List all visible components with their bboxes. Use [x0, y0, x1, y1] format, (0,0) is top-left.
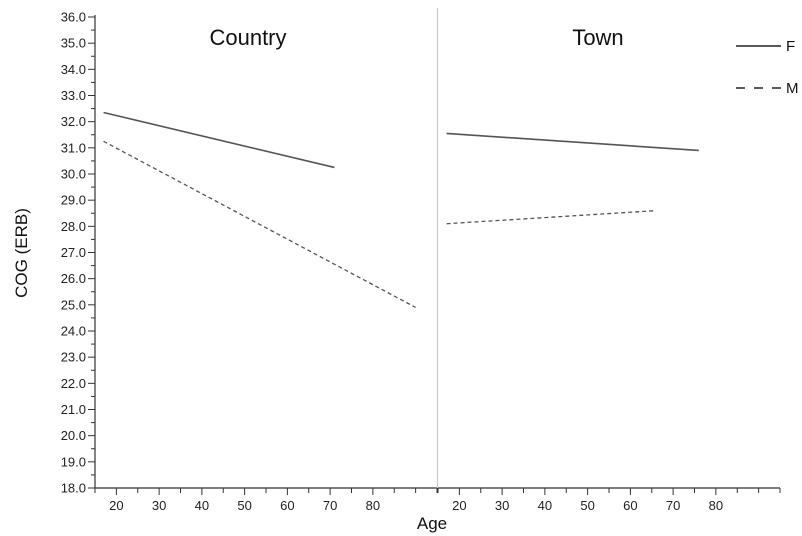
- legend: FM: [736, 38, 799, 97]
- legend-label-f: F: [786, 38, 795, 55]
- y-tick-label: 23.0: [61, 350, 86, 365]
- series-line-f: [103, 111, 335, 169]
- y-tick-label: 36.0: [61, 10, 86, 25]
- y-tick-label: 28.0: [61, 219, 86, 234]
- y-tick-label: 27.0: [61, 245, 86, 260]
- x-axis-title: Age: [417, 514, 447, 533]
- legend-label-m: M: [786, 80, 799, 97]
- x-tick-label: 50: [237, 498, 251, 513]
- y-tick-label: 24.0: [61, 324, 86, 339]
- y-tick-label: 29.0: [61, 193, 86, 208]
- x-tick-label: 70: [323, 498, 337, 513]
- y-tick-label: 32.0: [61, 114, 86, 129]
- y-tick-label: 31.0: [61, 140, 86, 155]
- series-line-m: [446, 209, 657, 225]
- x-axis: 20 30 40 50 60 70 80 20 30 40 50 60 70 80: [94, 487, 781, 513]
- x-tick-label: 20: [109, 498, 123, 513]
- panel-title: Country: [209, 25, 286, 50]
- panel-town: Town: [446, 25, 699, 225]
- y-tick-label: 30.0: [61, 167, 86, 182]
- x-tick-label: 60: [623, 498, 637, 513]
- y-tick-label: 22.0: [61, 376, 86, 391]
- x-tick-label: 80: [709, 498, 723, 513]
- panels: Country Town: [103, 25, 699, 309]
- y-tick-label: 34.0: [61, 62, 86, 77]
- y-tick-label: 21.0: [61, 402, 86, 417]
- x-tick-label: 40: [538, 498, 552, 513]
- y-tick-label: 19.0: [61, 454, 86, 469]
- series-line-m: [103, 140, 416, 309]
- x-tick-label: 30: [152, 498, 166, 513]
- x-tick-label: 60: [280, 498, 294, 513]
- y-tick-label: 18.0: [61, 481, 86, 496]
- y-tick-label: 26.0: [61, 271, 86, 286]
- y-tick-label: 25.0: [61, 297, 86, 312]
- y-tick-label: 20.0: [61, 428, 86, 443]
- y-tick-label: 35.0: [61, 36, 86, 51]
- x-tick-label: 50: [580, 498, 594, 513]
- x-tick-label: 40: [195, 498, 209, 513]
- y-axis: 18.0 19.0 20.0 21.0 22.0 23.0 24.0 25.0 26.0 27.0…: [61, 10, 96, 496]
- panel-country: Country: [103, 25, 416, 309]
- panel-title: Town: [572, 25, 623, 50]
- series-line-f: [446, 132, 699, 152]
- y-axis-title: COG (ERB): [12, 208, 31, 298]
- y-tick-label: 33.0: [61, 88, 86, 103]
- x-tick-label: 30: [495, 498, 509, 513]
- x-tick-label: 20: [452, 498, 466, 513]
- x-tick-label: 70: [666, 498, 680, 513]
- x-tick-label: 80: [366, 498, 380, 513]
